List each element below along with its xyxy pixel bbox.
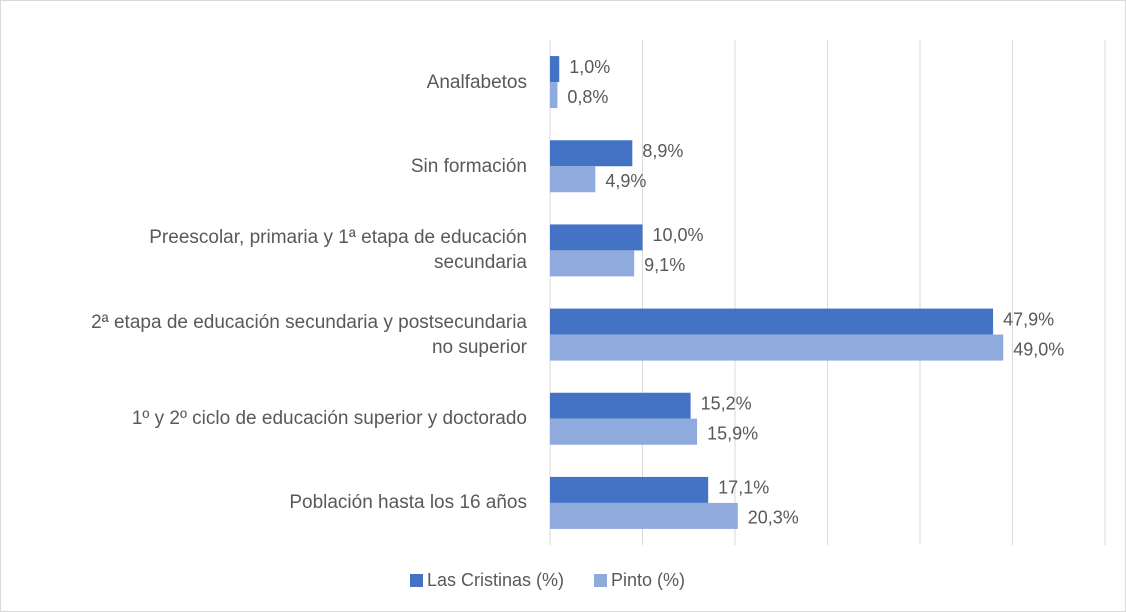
category-label: 2ª etapa de educación secundaria y posts… — [91, 311, 527, 358]
category-label: Población hasta los 16 años — [289, 492, 527, 514]
data-label: 15,2% — [701, 394, 752, 414]
bar — [550, 140, 633, 167]
legend-swatch — [594, 574, 608, 587]
category-label: Sin formación — [410, 155, 527, 177]
data-label: 8,9% — [642, 141, 683, 161]
bar — [550, 82, 558, 109]
legend-label: Las Cristinas (%) — [427, 570, 564, 590]
data-label: 4,9% — [605, 171, 646, 191]
legend-swatch — [410, 574, 423, 587]
data-label: 1,0% — [569, 57, 610, 77]
bar — [550, 166, 596, 193]
category-label: Preescolar, primaria y 1ª etapa de educa… — [149, 227, 527, 274]
data-label: 0,8% — [567, 87, 608, 107]
bar — [550, 308, 994, 335]
legend-label: Pinto (%) — [611, 570, 685, 590]
data-label: 17,1% — [718, 478, 769, 498]
bar — [550, 224, 643, 251]
category-label: Analfabetos — [426, 71, 527, 93]
data-label: 15,9% — [707, 424, 758, 444]
data-label: 9,1% — [644, 255, 685, 275]
bar — [550, 502, 738, 529]
data-label: 47,9% — [1003, 309, 1054, 329]
bar — [550, 392, 691, 419]
bar — [550, 418, 698, 445]
bar — [550, 334, 1004, 361]
data-label: 49,0% — [1013, 339, 1064, 359]
bar — [550, 56, 560, 83]
category-label: 1º y 2º ciclo de educación superior y do… — [131, 408, 527, 430]
data-label: 10,0% — [653, 225, 704, 245]
data-label: 20,3% — [748, 508, 799, 528]
bar — [550, 476, 709, 503]
bar — [550, 250, 635, 277]
